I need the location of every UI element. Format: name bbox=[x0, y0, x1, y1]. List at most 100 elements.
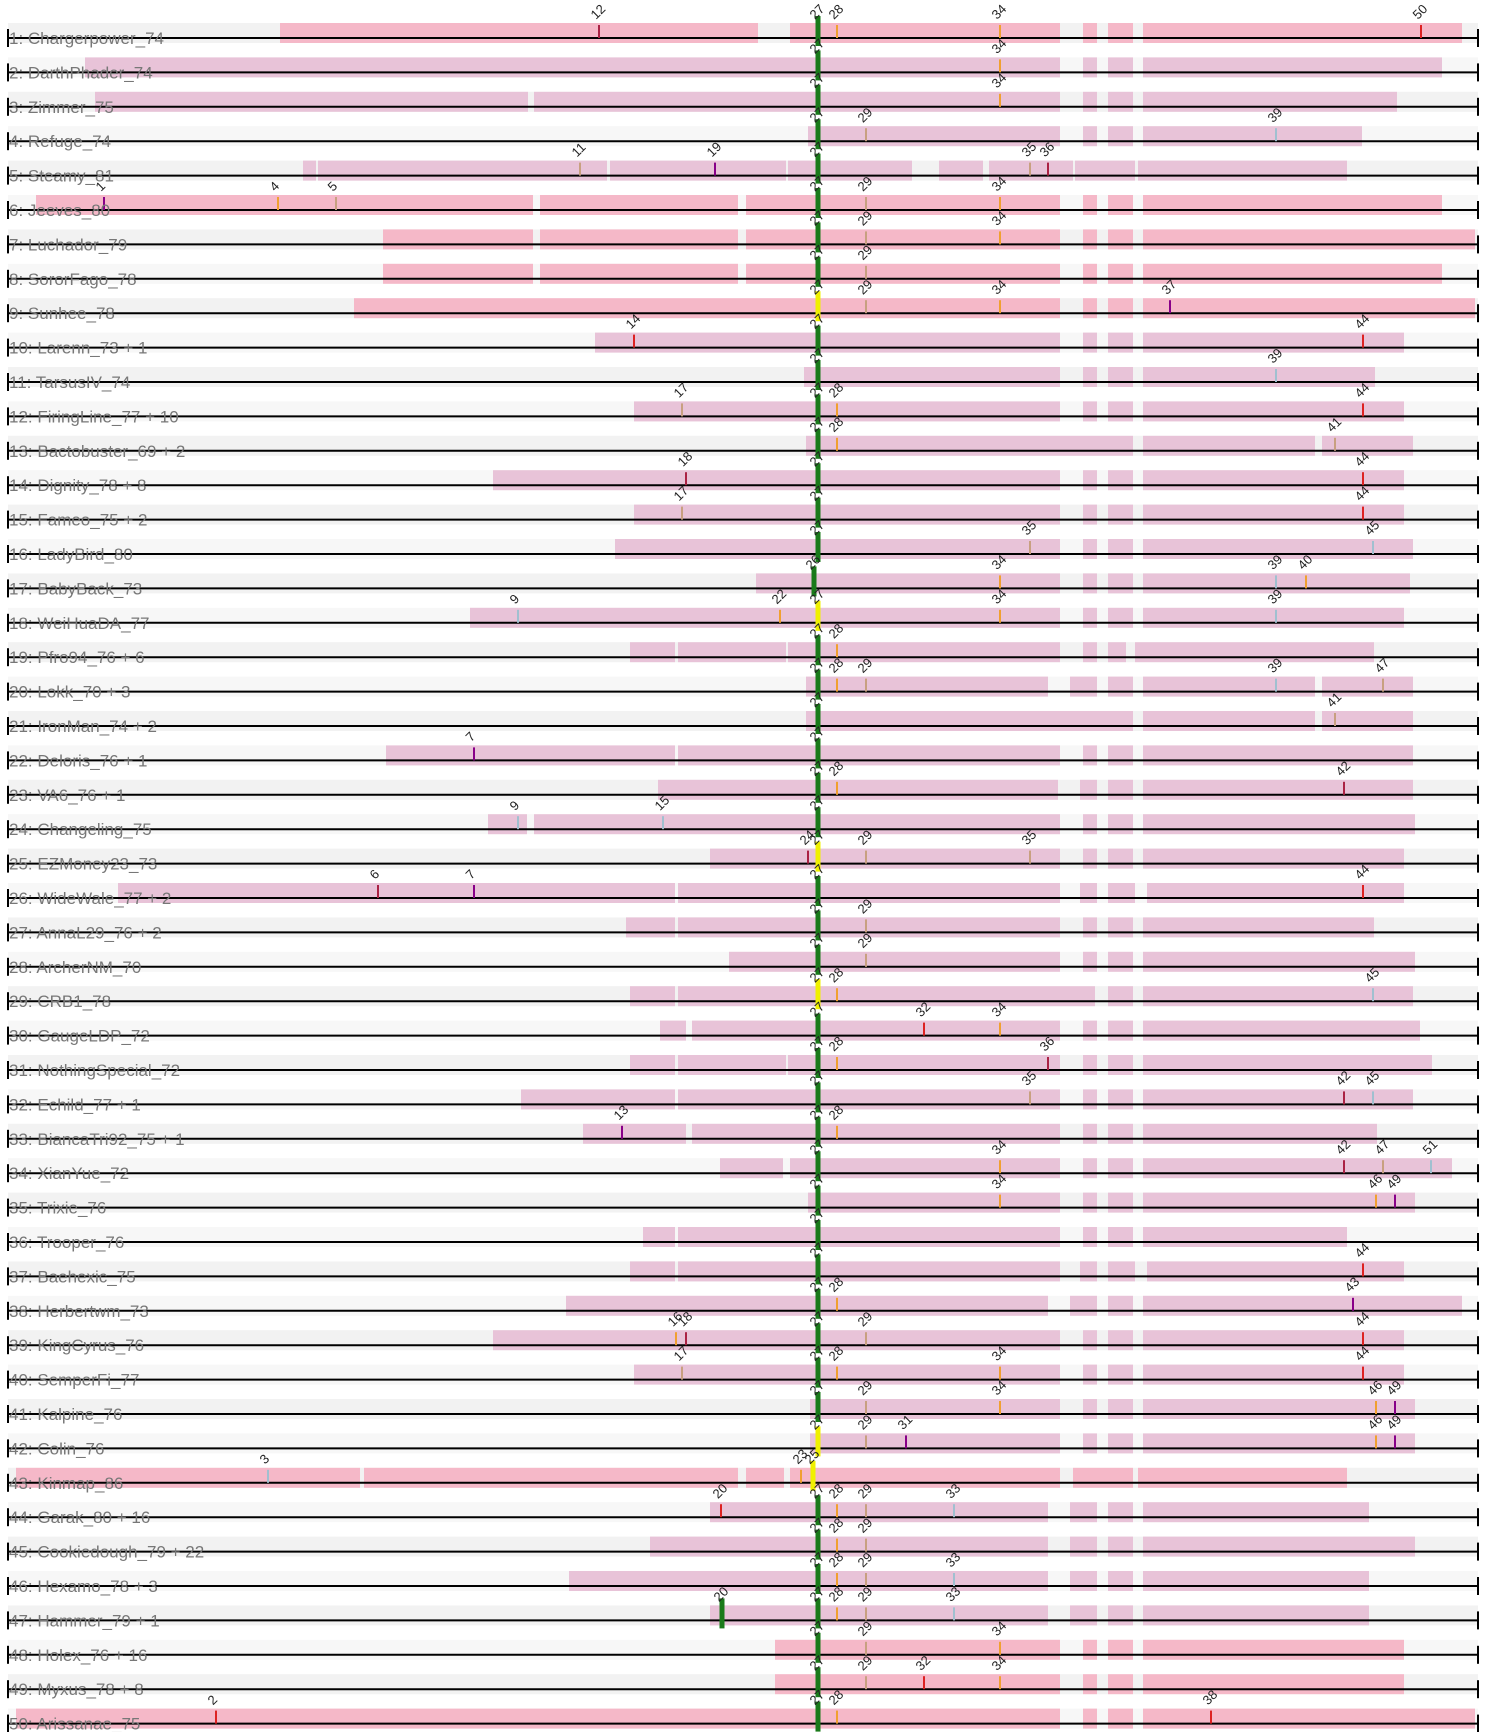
segment bbox=[1070, 1295, 1097, 1316]
segment bbox=[1143, 435, 1315, 456]
segment bbox=[534, 814, 1060, 835]
row-label: 22: Deloris_76 + 1 bbox=[9, 751, 147, 770]
segment bbox=[806, 711, 1133, 731]
segment bbox=[95, 91, 528, 112]
segment bbox=[1108, 1261, 1135, 1282]
segment bbox=[1143, 1364, 1404, 1385]
marker-label: 9 bbox=[507, 798, 523, 814]
row-label: 36: Trooper_76 bbox=[9, 1233, 124, 1252]
segment bbox=[1083, 1089, 1097, 1110]
segment bbox=[364, 1467, 738, 1488]
segment bbox=[1108, 1227, 1133, 1247]
segment bbox=[118, 883, 675, 903]
segment bbox=[810, 1433, 1060, 1454]
segment bbox=[1108, 917, 1133, 938]
row-label: 5: Steamy_81 bbox=[9, 167, 114, 186]
marker-label: 3 bbox=[257, 1451, 273, 1467]
segment bbox=[1083, 951, 1097, 972]
segment bbox=[634, 401, 1060, 422]
segment bbox=[678, 1227, 1060, 1247]
segment bbox=[1143, 263, 1442, 284]
row-label: 18: WeiHuaDA_77 bbox=[9, 614, 150, 633]
row-label: 14: Dignity_78 + 8 bbox=[9, 476, 147, 495]
segment bbox=[1143, 779, 1413, 800]
segment bbox=[1143, 1158, 1452, 1179]
row-label: 41: Kalpine_76 bbox=[9, 1405, 122, 1424]
segment bbox=[1108, 298, 1133, 319]
segment bbox=[1083, 573, 1097, 594]
marker-label: 2 bbox=[205, 1692, 221, 1708]
row-label: 1: Chargerpower_74 bbox=[9, 29, 164, 48]
segment bbox=[1083, 1364, 1097, 1385]
segment bbox=[804, 367, 1060, 387]
segment bbox=[746, 263, 1060, 284]
track-row: 27 343: Zimmer_75 bbox=[7, 70, 1479, 117]
segment bbox=[1108, 367, 1133, 387]
segment bbox=[386, 745, 675, 766]
segment bbox=[1108, 1399, 1133, 1419]
segment bbox=[1143, 504, 1404, 525]
segment bbox=[1108, 848, 1133, 869]
segment bbox=[1083, 642, 1097, 663]
row-label: 24: Changeling_75 bbox=[9, 820, 152, 839]
row-label: 23: VA6_76 + 1 bbox=[9, 786, 125, 805]
segment bbox=[1080, 1261, 1097, 1282]
row-label: 50: Arissanae_75 bbox=[9, 1715, 140, 1732]
row-label: 12: FiringLine_77 + 10 bbox=[9, 407, 179, 426]
row-label: 26: WideWale_77 + 2 bbox=[9, 889, 171, 908]
segment bbox=[569, 1571, 1048, 1591]
segment bbox=[1080, 779, 1097, 800]
segment bbox=[746, 229, 1060, 250]
segment bbox=[1138, 1467, 1347, 1488]
row-label: 48: Holex_76 + 16 bbox=[9, 1646, 147, 1665]
segment bbox=[1083, 607, 1097, 628]
segment bbox=[610, 160, 786, 181]
segment bbox=[1147, 883, 1404, 903]
segment bbox=[788, 642, 1060, 663]
segment bbox=[1108, 91, 1133, 112]
row-label: 42: Colin_76 bbox=[9, 1439, 104, 1458]
segment bbox=[1143, 711, 1315, 731]
segment bbox=[1083, 1158, 1097, 1179]
segment bbox=[678, 1089, 1060, 1110]
row-label: 16: LadyBird_80 bbox=[9, 545, 133, 564]
segment bbox=[1108, 1605, 1133, 1626]
segment bbox=[1143, 23, 1462, 43]
segment bbox=[634, 504, 1060, 525]
row-label: 34: XianYue_72 bbox=[9, 1164, 129, 1183]
row-label: 11: TarsusIV_74 bbox=[9, 373, 130, 392]
segment bbox=[1108, 195, 1133, 215]
track-row: 27 29 347: Luchador_79 bbox=[7, 208, 1479, 254]
segment bbox=[1108, 676, 1133, 697]
segment bbox=[788, 160, 912, 181]
segment bbox=[678, 986, 1095, 1007]
segment bbox=[1083, 1192, 1097, 1213]
segment bbox=[470, 607, 1060, 628]
segment bbox=[36, 195, 533, 215]
segment bbox=[1135, 642, 1374, 663]
segment bbox=[626, 917, 675, 938]
segment bbox=[1143, 1571, 1369, 1591]
segment bbox=[1108, 1020, 1133, 1041]
segment bbox=[1070, 1571, 1097, 1591]
segment bbox=[630, 1261, 675, 1282]
segment bbox=[1108, 332, 1133, 353]
segment bbox=[1138, 160, 1347, 181]
row-label: 2: DarthPhader_74 bbox=[9, 63, 153, 82]
segment bbox=[1083, 298, 1097, 319]
segment bbox=[1083, 367, 1097, 387]
row-label: 37: Baehexic_75 bbox=[9, 1267, 136, 1286]
segment bbox=[1143, 607, 1404, 628]
segment bbox=[692, 1020, 1060, 1041]
